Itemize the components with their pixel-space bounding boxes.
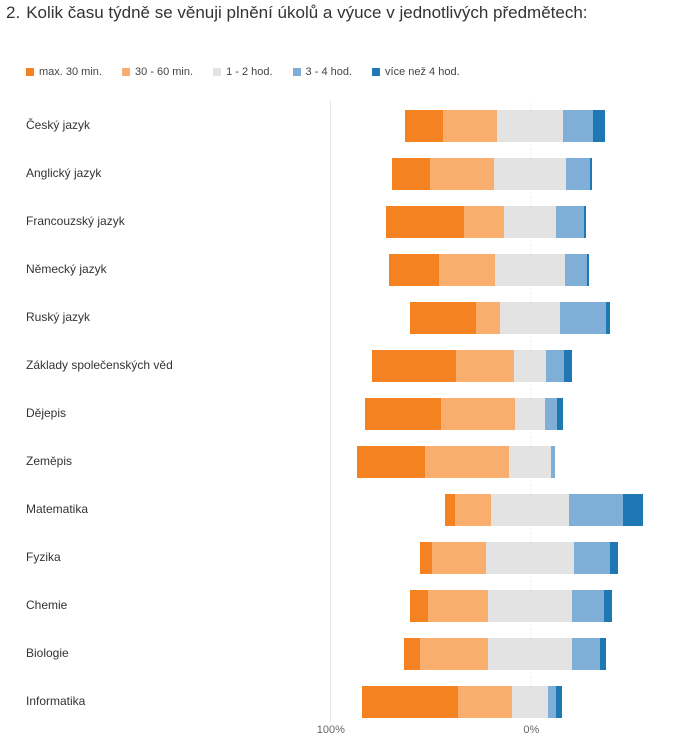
bar-biologie-1-2-hod [488, 638, 572, 670]
legend-swatch [121, 68, 130, 76]
bar-anglicky-jazyk-3-4-hod [566, 158, 590, 190]
bar-informatika-vice-nez-4-hod [556, 686, 562, 718]
legend-item-3-4-hod: 3 - 4 hod. [292, 66, 353, 78]
bar-informatika-max-30-min [362, 686, 458, 718]
bar-matematika-30-60-min [455, 494, 491, 526]
category-label-nemecky-jazyk: Německý jazyk [26, 262, 107, 276]
bar-anglicky-jazyk-1-2-hod [494, 158, 566, 190]
bar-rusky-jazyk-1-2-hod [500, 302, 560, 334]
category-label-matematika: Matematika [26, 502, 89, 516]
bar-dejepis-vice-nez-4-hod [557, 398, 563, 430]
bar-zemepis-max-30-min [357, 446, 425, 478]
x-tick-label: 100% [316, 724, 345, 736]
bar-biologie-vice-nez-4-hod [600, 638, 606, 670]
category-label-chemie: Chemie [26, 598, 68, 612]
bar-dejepis-1-2-hod [515, 398, 545, 430]
bar-francouzsky-jazyk-30-60-min [464, 206, 504, 238]
bar-rusky-jazyk-vice-nez-4-hod [606, 302, 610, 334]
legend-item-max-30-min: max. 30 min. [26, 66, 102, 78]
bar-anglicky-jazyk-vice-nez-4-hod [590, 158, 592, 190]
bar-fyzika-3-4-hod [574, 542, 610, 574]
bar-chemie-30-60-min [428, 590, 488, 622]
bar-informatika-30-60-min [458, 686, 512, 718]
bar-chemie-3-4-hod [572, 590, 604, 622]
legend-item-30-60-min: 30 - 60 min. [121, 66, 194, 78]
bar-rusky-jazyk-max-30-min [410, 302, 476, 334]
bar-biologie-max-30-min [404, 638, 420, 670]
legend-label: 30 - 60 min. [134, 66, 194, 78]
bar-chemie-1-2-hod [488, 590, 572, 622]
bar-fyzika-vice-nez-4-hod [610, 542, 618, 574]
x-tick-label: 0% [523, 724, 540, 736]
question-title: 2. Kolik času týdně se věnuji plnění úkol… [6, 3, 588, 23]
legend-label: 3 - 4 hod. [305, 66, 353, 78]
bar-nemecky-jazyk-vice-nez-4-hod [587, 254, 589, 286]
bar-matematika-3-4-hod [569, 494, 623, 526]
bar-rusky-jazyk-30-60-min [476, 302, 500, 334]
bar-dejepis-3-4-hod [545, 398, 557, 430]
chart-legend: max. 30 min. 30 - 60 min. 1 - 2 hod. 3 - 4 … [26, 66, 460, 78]
bar-dejepis-max-30-min [365, 398, 441, 430]
bar-nemecky-jazyk-max-30-min [389, 254, 439, 286]
legend-swatch [292, 68, 301, 76]
legend-swatch [26, 68, 34, 76]
category-label-informatika: Informatika [26, 694, 86, 708]
bar-zaklady-spolecenskych-ved-vice-nez-4-hod [564, 350, 572, 382]
legend-item-vice-nez-4-hod: více než 4 hod. [372, 66, 460, 78]
question-number: 2. [6, 3, 21, 22]
category-label-fyzika: Fyzika [26, 550, 61, 564]
bar-nemecky-jazyk-30-60-min [439, 254, 495, 286]
bar-cesky-jazyk-vice-nez-4-hod [593, 110, 605, 142]
bar-cesky-jazyk-1-2-hod [497, 110, 563, 142]
bar-zaklady-spolecenskych-ved-max-30-min [372, 350, 456, 382]
bar-zemepis-30-60-min [425, 446, 509, 478]
bar-fyzika-30-60-min [432, 542, 486, 574]
bar-dejepis-30-60-min [441, 398, 515, 430]
bar-informatika-3-4-hod [548, 686, 556, 718]
bar-francouzsky-jazyk-3-4-hod [556, 206, 584, 238]
question-text: Kolik času týdně se věnuji plnění úkolů … [26, 3, 588, 22]
legend-label: max. 30 min. [39, 66, 102, 78]
bar-francouzsky-jazyk-vice-nez-4-hod [584, 206, 586, 238]
bar-nemecky-jazyk-3-4-hod [565, 254, 587, 286]
bar-francouzsky-jazyk-1-2-hod [504, 206, 556, 238]
category-label-zemepis: Zeměpis [26, 454, 73, 468]
bar-anglicky-jazyk-max-30-min [392, 158, 430, 190]
category-label-cesky-jazyk: Český jazyk [26, 118, 91, 132]
bar-zemepis-3-4-hod [551, 446, 555, 478]
bar-zemepis-1-2-hod [509, 446, 551, 478]
category-label-dejepis: Dějepis [26, 406, 67, 420]
bar-cesky-jazyk-30-60-min [443, 110, 497, 142]
legend-swatch [372, 68, 381, 76]
bar-zaklady-spolecenskych-ved-1-2-hod [514, 350, 546, 382]
bar-cesky-jazyk-max-30-min [405, 110, 443, 142]
category-label-anglicky-jazyk: Anglický jazyk [26, 166, 102, 180]
bar-nemecky-jazyk-1-2-hod [495, 254, 565, 286]
bar-fyzika-max-30-min [420, 542, 432, 574]
bar-matematika-max-30-min [445, 494, 455, 526]
category-label-zaklady-spolecenskych-ved: Základy společenských věd [26, 358, 173, 372]
bar-francouzsky-jazyk-max-30-min [386, 206, 464, 238]
category-label-rusky-jazyk: Ruský jazyk [26, 310, 91, 324]
category-label-biologie: Biologie [26, 646, 69, 660]
legend-swatch [213, 68, 222, 76]
legend-item-1-2-hod: 1 - 2 hod. [213, 66, 273, 78]
bar-biologie-30-60-min [420, 638, 488, 670]
bar-rusky-jazyk-3-4-hod [560, 302, 606, 334]
bar-informatika-1-2-hod [512, 686, 548, 718]
bar-zaklady-spolecenskych-ved-30-60-min [456, 350, 514, 382]
bar-anglicky-jazyk-30-60-min [430, 158, 494, 190]
bar-matematika-1-2-hod [491, 494, 569, 526]
bar-zaklady-spolecenskych-ved-3-4-hod [546, 350, 564, 382]
bar-biologie-3-4-hod [572, 638, 600, 670]
bar-chemie-max-30-min [410, 590, 428, 622]
bar-matematika-vice-nez-4-hod [623, 494, 643, 526]
category-label-francouzsky-jazyk: Francouzský jazyk [26, 214, 125, 228]
legend-label: více než 4 hod. [385, 66, 460, 78]
bar-chemie-vice-nez-4-hod [604, 590, 612, 622]
legend-label: 1 - 2 hod. [226, 66, 273, 78]
bar-fyzika-1-2-hod [486, 542, 574, 574]
bar-cesky-jazyk-3-4-hod [563, 110, 593, 142]
